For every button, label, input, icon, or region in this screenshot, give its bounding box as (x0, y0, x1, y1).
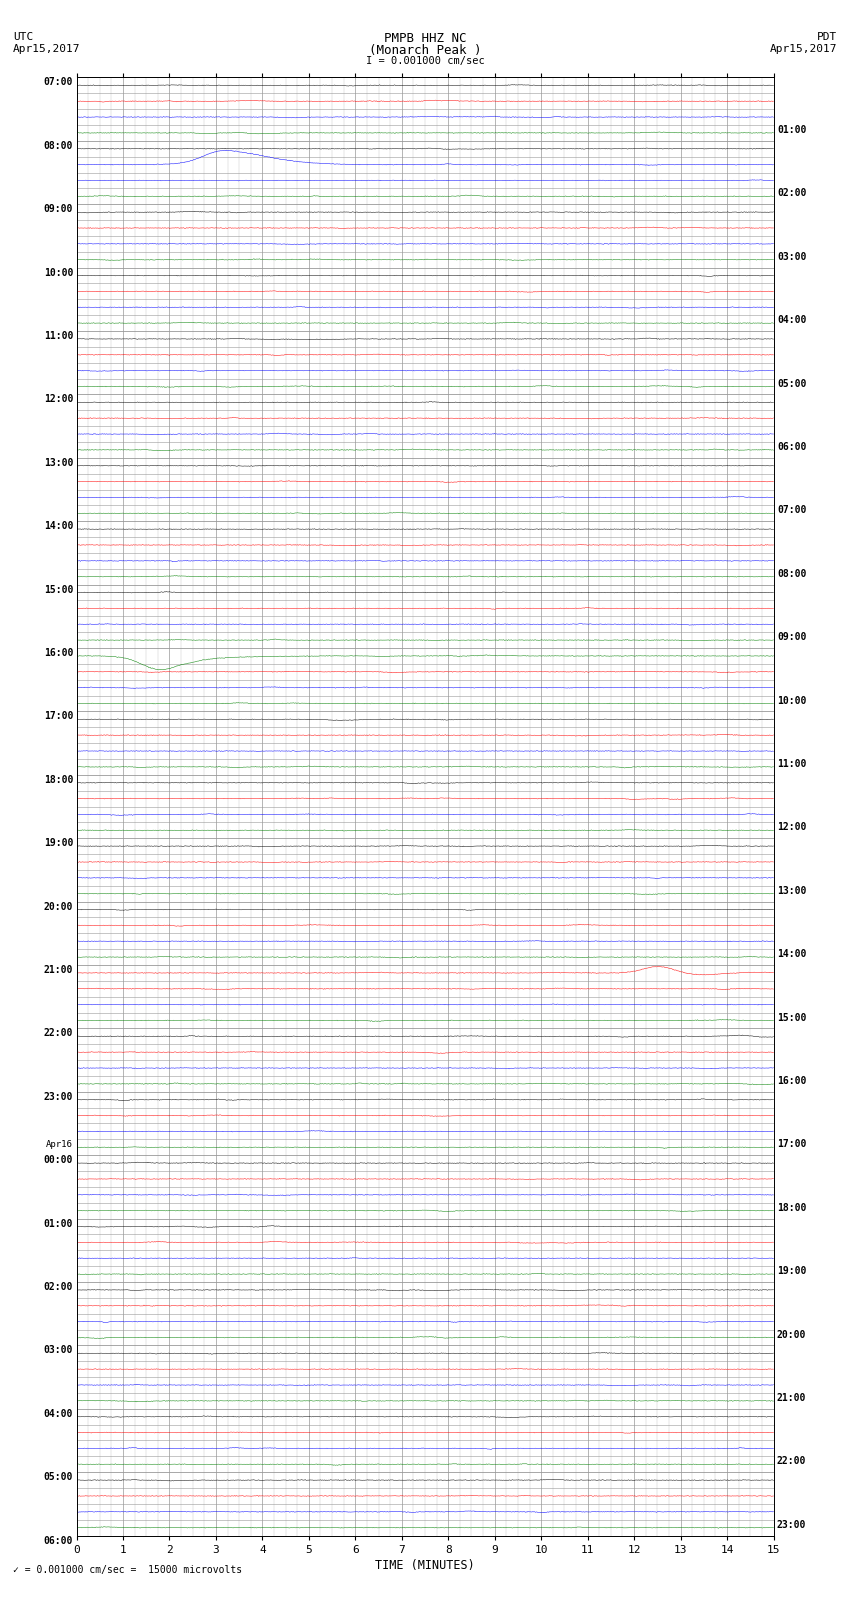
Text: 17:00: 17:00 (43, 711, 73, 721)
Text: 14:00: 14:00 (43, 521, 73, 531)
Text: 05:00: 05:00 (777, 379, 807, 389)
Text: 09:00: 09:00 (777, 632, 807, 642)
Text: Apr15,2017: Apr15,2017 (770, 44, 837, 53)
Text: 02:00: 02:00 (777, 189, 807, 198)
Text: 15:00: 15:00 (43, 584, 73, 595)
Text: PMPB HHZ NC: PMPB HHZ NC (383, 32, 467, 45)
Text: 14:00: 14:00 (777, 948, 807, 960)
Text: 02:00: 02:00 (43, 1282, 73, 1292)
Text: 01:00: 01:00 (777, 124, 807, 135)
Text: 08:00: 08:00 (43, 140, 73, 152)
Text: 03:00: 03:00 (777, 252, 807, 261)
Text: 19:00: 19:00 (777, 1266, 807, 1276)
Text: 10:00: 10:00 (43, 268, 73, 277)
Text: 18:00: 18:00 (777, 1203, 807, 1213)
Text: 00:00: 00:00 (43, 1155, 73, 1165)
Text: 07:00: 07:00 (777, 505, 807, 516)
Text: 19:00: 19:00 (43, 839, 73, 848)
Text: 23:00: 23:00 (43, 1092, 73, 1102)
Text: 16:00: 16:00 (777, 1076, 807, 1086)
Text: 04:00: 04:00 (777, 315, 807, 326)
Text: Apr16: Apr16 (46, 1140, 73, 1150)
Text: 16:00: 16:00 (43, 648, 73, 658)
Text: ✓ = 0.001000 cm/sec =  15000 microvolts: ✓ = 0.001000 cm/sec = 15000 microvolts (13, 1565, 242, 1574)
Text: 13:00: 13:00 (43, 458, 73, 468)
Text: 21:00: 21:00 (777, 1394, 807, 1403)
Text: 11:00: 11:00 (43, 331, 73, 340)
Text: 17:00: 17:00 (777, 1139, 807, 1150)
Text: I = 0.001000 cm/sec: I = 0.001000 cm/sec (366, 56, 484, 66)
Text: 11:00: 11:00 (777, 760, 807, 769)
Text: 20:00: 20:00 (777, 1329, 807, 1339)
Text: 18:00: 18:00 (43, 774, 73, 786)
Text: 09:00: 09:00 (43, 205, 73, 215)
Text: 21:00: 21:00 (43, 965, 73, 974)
Text: 22:00: 22:00 (43, 1029, 73, 1039)
X-axis label: TIME (MINUTES): TIME (MINUTES) (375, 1558, 475, 1571)
Text: 20:00: 20:00 (43, 902, 73, 911)
Text: 12:00: 12:00 (777, 823, 807, 832)
Text: 03:00: 03:00 (43, 1345, 73, 1355)
Text: 06:00: 06:00 (43, 1536, 73, 1545)
Text: 01:00: 01:00 (43, 1218, 73, 1229)
Text: 04:00: 04:00 (43, 1408, 73, 1419)
Text: (Monarch Peak ): (Monarch Peak ) (369, 44, 481, 56)
Text: 08:00: 08:00 (777, 569, 807, 579)
Text: Apr15,2017: Apr15,2017 (13, 44, 80, 53)
Text: 22:00: 22:00 (777, 1457, 807, 1466)
Text: 10:00: 10:00 (777, 695, 807, 705)
Text: UTC: UTC (13, 32, 33, 42)
Text: 15:00: 15:00 (777, 1013, 807, 1023)
Text: 05:00: 05:00 (43, 1473, 73, 1482)
Text: 13:00: 13:00 (777, 886, 807, 895)
Text: 06:00: 06:00 (777, 442, 807, 452)
Text: PDT: PDT (817, 32, 837, 42)
Text: 23:00: 23:00 (777, 1519, 807, 1529)
Text: 12:00: 12:00 (43, 395, 73, 405)
Text: 07:00: 07:00 (43, 77, 73, 87)
